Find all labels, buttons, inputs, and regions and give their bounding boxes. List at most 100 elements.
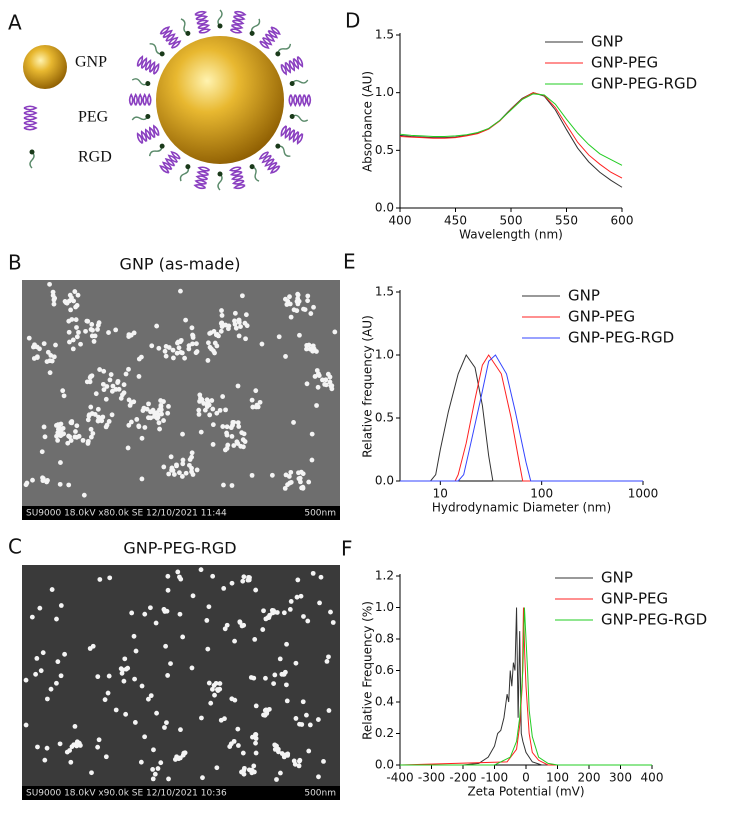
particle: [237, 619, 243, 625]
x-tick-label: 0: [522, 771, 530, 785]
particle: [92, 412, 98, 417]
particle: [123, 371, 129, 377]
y-tick-label: 1.5: [375, 28, 394, 42]
particle: [232, 310, 238, 316]
particle: [201, 401, 207, 406]
particle: [235, 726, 241, 732]
particle: [321, 759, 326, 764]
particle: [88, 404, 94, 410]
particle: [163, 353, 169, 359]
particle: [67, 748, 73, 753]
particle: [285, 482, 290, 488]
particle: [253, 388, 259, 394]
particle: [125, 665, 131, 671]
particle: [35, 744, 40, 750]
particle: [328, 609, 333, 615]
particle: [217, 681, 223, 686]
particle: [106, 673, 112, 679]
legend-label: GNP-PEG: [591, 54, 658, 72]
particle: [174, 462, 179, 468]
particle: [239, 293, 245, 299]
particle: [209, 346, 214, 352]
particle: [194, 467, 200, 473]
particle: [126, 422, 132, 428]
particle: [229, 483, 235, 488]
particle: [242, 439, 248, 444]
particle: [305, 618, 311, 624]
particle: [92, 333, 98, 339]
particle: [165, 410, 171, 416]
particle: [218, 717, 224, 723]
panel-title: GNP-PEG-RGD: [123, 539, 236, 558]
particle: [218, 328, 224, 334]
particle: [208, 700, 214, 706]
particle: [142, 734, 148, 740]
particle: [204, 404, 210, 409]
particle: [77, 743, 83, 748]
particle: [70, 337, 76, 343]
particle: [244, 323, 250, 329]
particle: [76, 329, 81, 335]
particle: [189, 325, 195, 331]
particle: [210, 406, 216, 412]
sem-info: SU9000 18.0kV x90.0k SE 12/10/2021 10:36: [26, 789, 227, 799]
particle: [149, 343, 155, 349]
x-tick-label: 400: [641, 771, 664, 785]
particle: [294, 594, 300, 600]
particle: [74, 325, 79, 330]
particle: [129, 610, 135, 616]
rgd-head: [289, 81, 295, 87]
particle: [238, 324, 243, 330]
particle: [210, 573, 216, 579]
peg-coil: [258, 151, 281, 174]
particle: [51, 301, 57, 307]
rgd-strand: [217, 173, 223, 191]
particle: [152, 771, 158, 777]
particle: [61, 393, 67, 399]
particle: [212, 692, 217, 698]
particle: [293, 660, 299, 666]
particle: [305, 298, 311, 304]
particle: [219, 313, 225, 318]
particle: [166, 403, 171, 409]
particle: [121, 382, 127, 388]
particle: [253, 703, 259, 709]
particle: [186, 462, 192, 468]
y-tick-label: 0.0: [375, 758, 394, 772]
particle: [54, 680, 59, 686]
particle: [81, 492, 87, 498]
particle: [180, 457, 186, 463]
particle: [67, 339, 72, 345]
x-tick-label: -100: [481, 771, 508, 785]
particle: [103, 754, 109, 760]
particle: [163, 643, 168, 649]
y-tick-label: 0.5: [375, 411, 394, 425]
particle: [72, 723, 78, 729]
particle: [283, 472, 289, 478]
particle: [242, 765, 247, 771]
particle: [164, 720, 169, 726]
particle: [214, 410, 220, 416]
particle: [279, 751, 285, 756]
particle: [220, 394, 226, 399]
legend-label: GNP: [591, 33, 623, 51]
particle: [72, 289, 78, 294]
x-tick-label: -300: [418, 771, 445, 785]
particle: [89, 770, 94, 776]
particle: [309, 431, 315, 437]
particle: [239, 769, 244, 775]
particle: [74, 423, 80, 429]
sem-info: SU9000 18.0kV x80.0k SE 12/10/2021 11:44: [26, 509, 227, 519]
particle: [158, 760, 164, 766]
particle: [39, 449, 45, 455]
peg-coil: [128, 93, 152, 106]
particle: [58, 603, 64, 608]
particle: [304, 346, 309, 352]
rgd-strand: [251, 166, 260, 182]
particle: [90, 327, 95, 333]
particle: [257, 399, 263, 405]
particle: [151, 747, 156, 753]
particle: [251, 763, 257, 769]
particle: [250, 404, 256, 410]
particle: [299, 722, 305, 727]
